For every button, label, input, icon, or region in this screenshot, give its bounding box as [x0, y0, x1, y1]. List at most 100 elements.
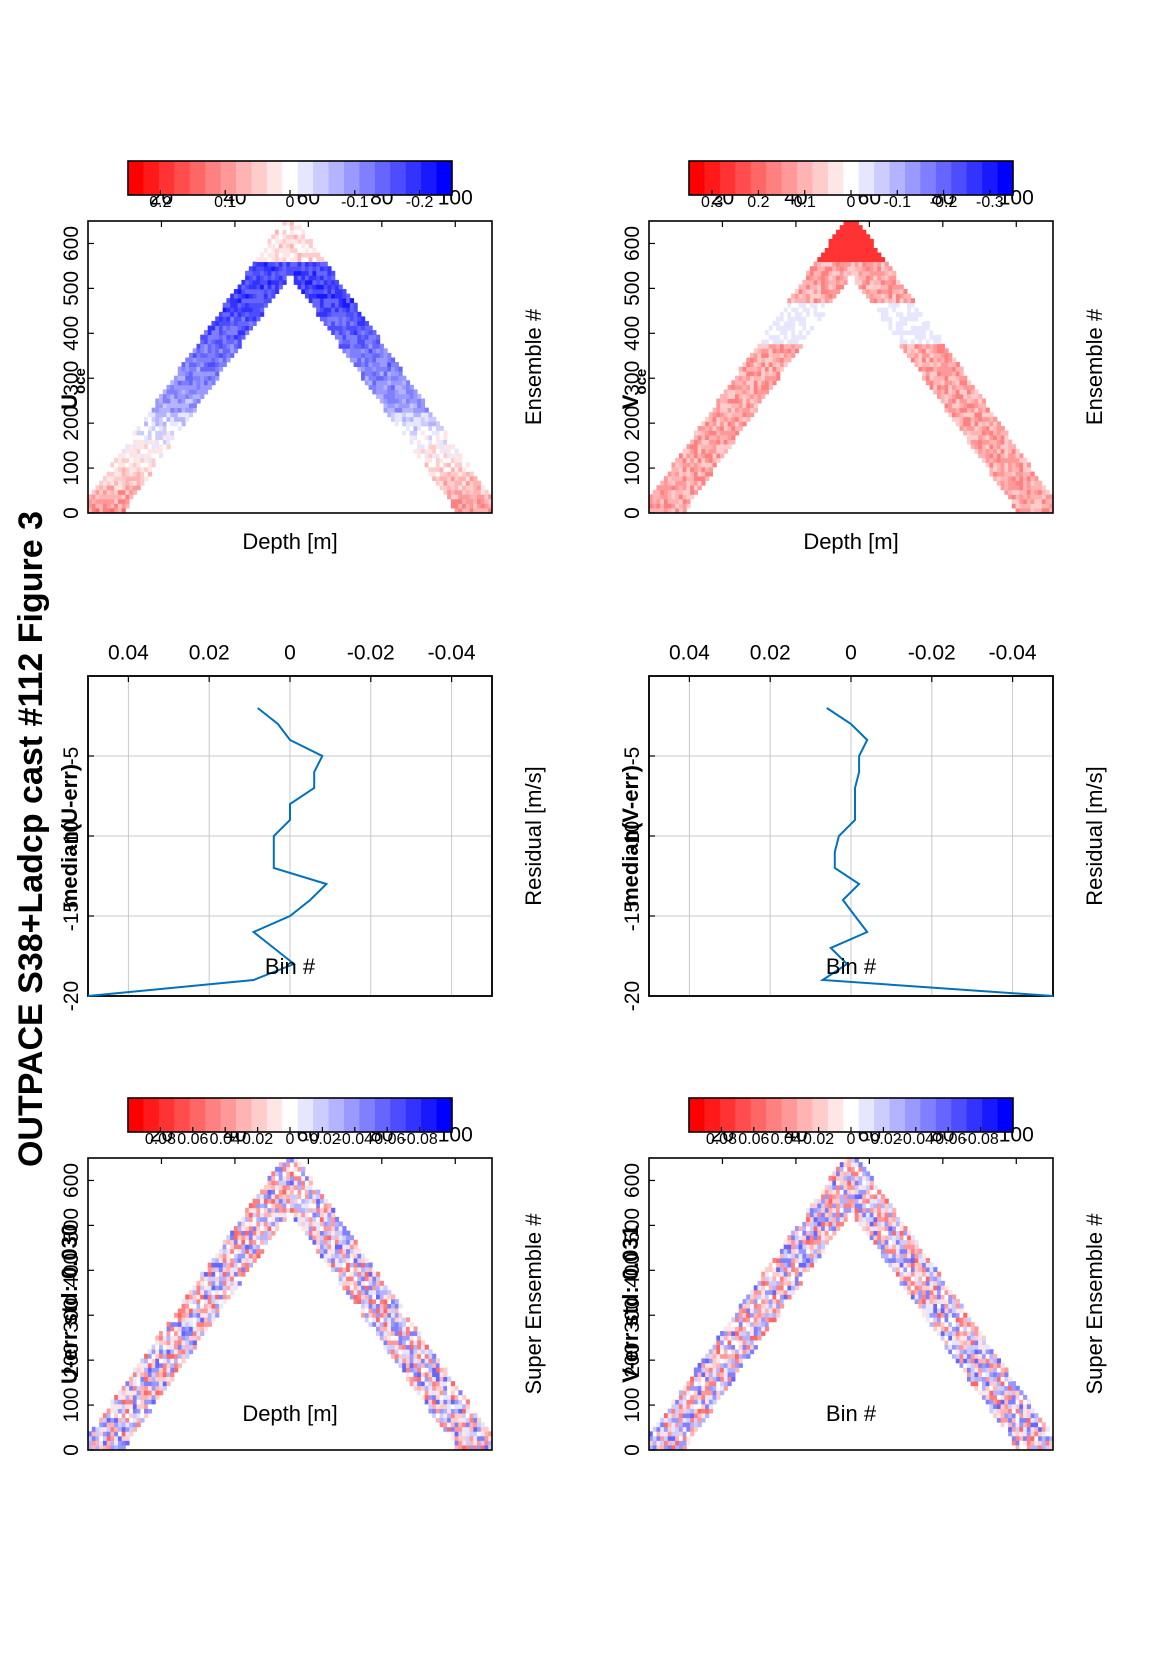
- heat-cell: [361, 334, 366, 340]
- heat-cell: [443, 1376, 448, 1382]
- heat-cell: [914, 1248, 919, 1254]
- heat-cell: [267, 247, 272, 253]
- heat-cell: [742, 1299, 747, 1304]
- heat-cell: [1019, 1413, 1024, 1419]
- heat-cell: [675, 1403, 680, 1409]
- heat-cell: [323, 261, 328, 267]
- heat-cell: [836, 1207, 841, 1213]
- heat-cell: [327, 1235, 332, 1241]
- heat-cell: [361, 1299, 366, 1304]
- heat-cell: [110, 1417, 115, 1423]
- heat-cell: [678, 457, 684, 463]
- heat-cell: [779, 1299, 785, 1304]
- heat-cell: [95, 1440, 100, 1446]
- heat-cell: [428, 1367, 433, 1373]
- heat-cell: [192, 1326, 197, 1332]
- heat-cell: [768, 1285, 773, 1291]
- heat-cell: [723, 1353, 728, 1359]
- heat-cell: [716, 453, 721, 459]
- heat-cell: [435, 1358, 441, 1364]
- heat-cell: [832, 1212, 837, 1218]
- heat-cell: [248, 275, 253, 281]
- heat-cell: [693, 1372, 699, 1377]
- colorbar-swatch: [266, 161, 283, 195]
- heat-cell: [447, 494, 452, 500]
- heat-cell: [189, 412, 194, 418]
- heat-cell: [682, 489, 687, 495]
- heat-cell: [996, 1394, 1002, 1400]
- heat-cell: [102, 1426, 108, 1432]
- heat-cell: [779, 343, 785, 349]
- heat-cell: [218, 366, 224, 372]
- heat-cell: [884, 1244, 889, 1250]
- heat-cell: [985, 1353, 990, 1359]
- heat-cell: [140, 462, 145, 468]
- heat-cell: [723, 398, 728, 404]
- colorbar-swatch: [858, 1098, 875, 1132]
- heat-cell: [869, 1216, 874, 1222]
- heat-cell: [738, 421, 743, 427]
- heat-cell: [200, 1317, 205, 1323]
- heat-cell: [334, 298, 340, 304]
- heat-cell: [174, 421, 179, 427]
- heat-cell: [981, 1390, 987, 1396]
- heat-cell: [802, 1257, 807, 1263]
- heat-cell: [705, 1358, 710, 1364]
- heat-cell: [267, 1216, 272, 1222]
- heat-cell: [192, 393, 197, 399]
- heat-cell: [405, 425, 411, 431]
- heat-cell: [768, 375, 773, 381]
- heat-cell: [211, 1262, 216, 1268]
- heat-cell: [832, 1207, 837, 1213]
- heat-cell: [454, 476, 459, 482]
- heat-cell: [963, 1353, 968, 1359]
- heat-cell: [159, 425, 164, 431]
- heat-cell: [690, 457, 695, 463]
- heat-cell: [705, 1385, 710, 1391]
- colorbar-swatch: [174, 161, 191, 195]
- heat-cell: [854, 1184, 859, 1190]
- heat-cell: [892, 1267, 897, 1273]
- heat-cell: [144, 471, 149, 477]
- heat-cell: [233, 334, 239, 340]
- heat-cell: [174, 430, 179, 436]
- heat-cell: [174, 1326, 179, 1332]
- heat-cell: [768, 371, 773, 377]
- heat-cell: [993, 1376, 998, 1382]
- heat-cell: [764, 1294, 770, 1300]
- heat-cell: [263, 1203, 268, 1209]
- heat-cell: [705, 430, 710, 436]
- heat-cell: [420, 439, 426, 445]
- heat-cell: [364, 1317, 369, 1323]
- v-err-axes-frame: [648, 1157, 1054, 1451]
- heat-cell: [364, 343, 369, 349]
- heat-cell: [753, 371, 758, 377]
- heat-cell: [334, 334, 340, 340]
- heat-cell: [267, 1198, 272, 1204]
- heat-cell: [376, 1326, 381, 1332]
- heat-cell: [693, 1403, 699, 1409]
- heat-cell: [372, 1299, 377, 1304]
- heat-cell: [469, 498, 474, 504]
- heat-cell: [342, 320, 347, 326]
- heat-cell: [342, 311, 347, 317]
- heat-cell: [813, 1198, 818, 1204]
- heat-cell: [970, 1344, 975, 1350]
- heat-cell: [417, 1330, 422, 1336]
- colorbar-swatch: [436, 161, 453, 195]
- heat-cell: [839, 1194, 844, 1200]
- heat-cell: [884, 1257, 889, 1263]
- heat-cell: [750, 407, 755, 413]
- heat-cell: [682, 1403, 687, 1409]
- heat-cell: [114, 1417, 119, 1423]
- heat-cell: [929, 1299, 934, 1304]
- heat-cell: [746, 1299, 751, 1304]
- heat-cell: [783, 1257, 788, 1263]
- heat-cell: [218, 1299, 224, 1304]
- heat-cell: [342, 1262, 347, 1268]
- heat-cell: [159, 1362, 164, 1368]
- heat-cell: [372, 366, 377, 372]
- heat-cell: [697, 480, 702, 486]
- heat-cell: [413, 435, 418, 440]
- heat-cell: [952, 1299, 957, 1304]
